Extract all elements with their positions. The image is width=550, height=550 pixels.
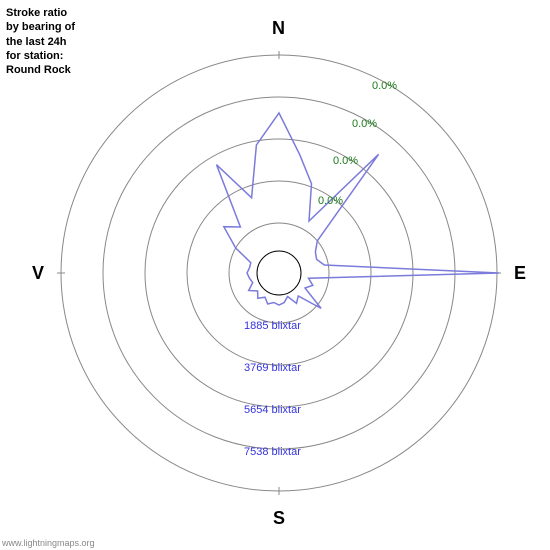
percent-label: 0.0% <box>333 155 358 167</box>
compass-s: S <box>273 508 285 529</box>
polar-chart <box>0 0 550 550</box>
percent-label: 0.0% <box>372 80 397 92</box>
ring-label: 7538 blixtar <box>244 446 301 458</box>
percent-label: 0.0% <box>318 195 343 207</box>
ring-label: 5654 blixtar <box>244 404 301 416</box>
ring-label: 3769 blixtar <box>244 362 301 374</box>
chart-title: Stroke ratio by bearing of the last 24h … <box>6 6 75 77</box>
ring-label: 1885 blixtar <box>244 320 301 332</box>
compass-w: V <box>32 263 44 284</box>
percent-label: 0.0% <box>352 118 377 130</box>
compass-n: N <box>272 18 285 39</box>
credit-text: www.lightningmaps.org <box>2 538 95 548</box>
compass-e: E <box>514 263 526 284</box>
